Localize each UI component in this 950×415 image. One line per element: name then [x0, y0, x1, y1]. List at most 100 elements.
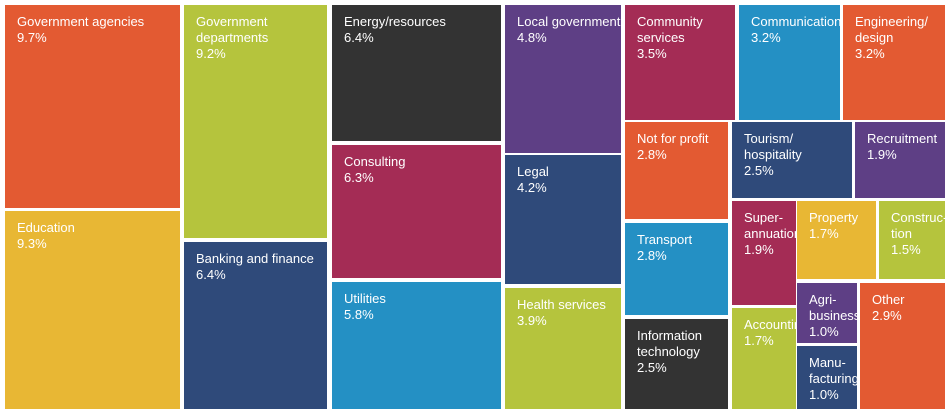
tile-rect-health-services	[505, 288, 621, 409]
tile-value-consulting: 6.3%	[344, 170, 374, 185]
tile-rect-tourism-hospitality	[732, 122, 852, 198]
tile-value-engineering-design: 3.2%	[855, 46, 885, 61]
tile-rect-accounting	[732, 308, 796, 409]
tile-value-agri-business: 1.0%	[809, 324, 839, 339]
tile-value-manu-facturing: 1.0%	[809, 387, 839, 402]
tile-label-banking-and-finance: Banking and finance	[196, 251, 314, 266]
tile-value-energy-resources: 6.4%	[344, 30, 374, 45]
tile-value-communications: 3.2%	[751, 30, 781, 45]
tile-rect-education	[5, 211, 180, 409]
tile-label-government-departments: Government departments	[196, 14, 269, 45]
tile-label-manu-facturing: Manu-facturing	[809, 355, 859, 386]
tile-rect-consulting	[332, 145, 501, 278]
tile-label-information-technology: Information technology	[637, 328, 702, 359]
tile-label-community-services: Community services	[637, 14, 703, 45]
tile-label-engineering-design: Engineering/design	[855, 14, 928, 45]
tile-rect-government-agencies	[5, 5, 180, 208]
tile-label-local-government: Local government	[517, 14, 621, 29]
tile-rect-agri-business	[797, 283, 857, 343]
tile-rect-other	[860, 283, 945, 409]
tile-rect-manu-facturing	[797, 346, 857, 409]
tile-label-consulting: Consulting	[344, 154, 405, 169]
tile-label-accounting: Accounting	[744, 317, 808, 332]
tile-rect-communications	[739, 5, 840, 120]
tile-label-energy-resources: Energy/resources	[344, 14, 446, 29]
tile-value-banking-and-finance: 6.4%	[196, 267, 226, 282]
tile-rect-recruitment	[855, 122, 945, 198]
tile-rect-engineering-design	[843, 5, 945, 120]
tile-label-other: Other	[872, 292, 905, 307]
tile-value-government-agencies: 9.7%	[17, 30, 47, 45]
tile-label-transport: Transport	[637, 232, 693, 247]
tile-rect-local-government	[505, 5, 621, 153]
tile-label-not-for-profit: Not for profit	[637, 131, 709, 146]
tile-label-health-services: Health services	[517, 297, 606, 312]
tile-value-transport: 2.8%	[637, 248, 667, 263]
tile-value-not-for-profit: 2.8%	[637, 147, 667, 162]
tile-rect-property	[797, 201, 876, 279]
tile-value-property: 1.7%	[809, 226, 839, 241]
tile-label-government-agencies: Government agencies	[17, 14, 145, 29]
tile-value-health-services: 3.9%	[517, 313, 547, 328]
tile-rect-legal	[505, 155, 621, 284]
tile-label-communications: Communications	[751, 14, 848, 29]
tile-value-tourism-hospitality: 2.5%	[744, 163, 774, 178]
tile-label-super-annuation: Super-annuation	[744, 210, 801, 241]
tile-label-tourism-hospitality: Tourism/hospitality	[744, 131, 802, 162]
tile-value-information-technology: 2.5%	[637, 360, 667, 375]
tile-value-government-departments: 9.2%	[196, 46, 226, 61]
tile-value-super-annuation: 1.9%	[744, 242, 774, 257]
tile-label-agri-business: Agri-business	[809, 292, 861, 323]
tile-rect-banking-and-finance	[184, 242, 327, 409]
tile-rect-energy-resources	[332, 5, 501, 141]
tile-label-education: Education	[17, 220, 75, 235]
tile-value-other: 2.9%	[872, 308, 902, 323]
tile-value-education: 9.3%	[17, 236, 47, 251]
tile-value-local-government: 4.8%	[517, 30, 547, 45]
tile-value-recruitment: 1.9%	[867, 147, 897, 162]
tile-rect-government-departments	[184, 5, 327, 238]
tile-rect-construc-tion	[879, 201, 945, 279]
tile-label-property: Property	[809, 210, 859, 225]
tile-label-utilities: Utilities	[344, 291, 386, 306]
tile-value-legal: 4.2%	[517, 180, 547, 195]
tile-value-accounting: 1.7%	[744, 333, 774, 348]
tile-rect-information-technology	[625, 319, 728, 409]
tile-value-construc-tion: 1.5%	[891, 242, 921, 257]
tile-rect-not-for-profit	[625, 122, 728, 219]
tile-label-legal: Legal	[517, 164, 549, 179]
tile-rect-transport	[625, 223, 728, 315]
tile-value-community-services: 3.5%	[637, 46, 667, 61]
tile-label-recruitment: Recruitment	[867, 131, 937, 146]
tile-label-construc-tion: Construc-tion	[891, 210, 947, 241]
tile-rect-super-annuation	[732, 201, 796, 305]
tile-value-utilities: 5.8%	[344, 307, 374, 322]
tile-rect-utilities	[332, 282, 501, 409]
